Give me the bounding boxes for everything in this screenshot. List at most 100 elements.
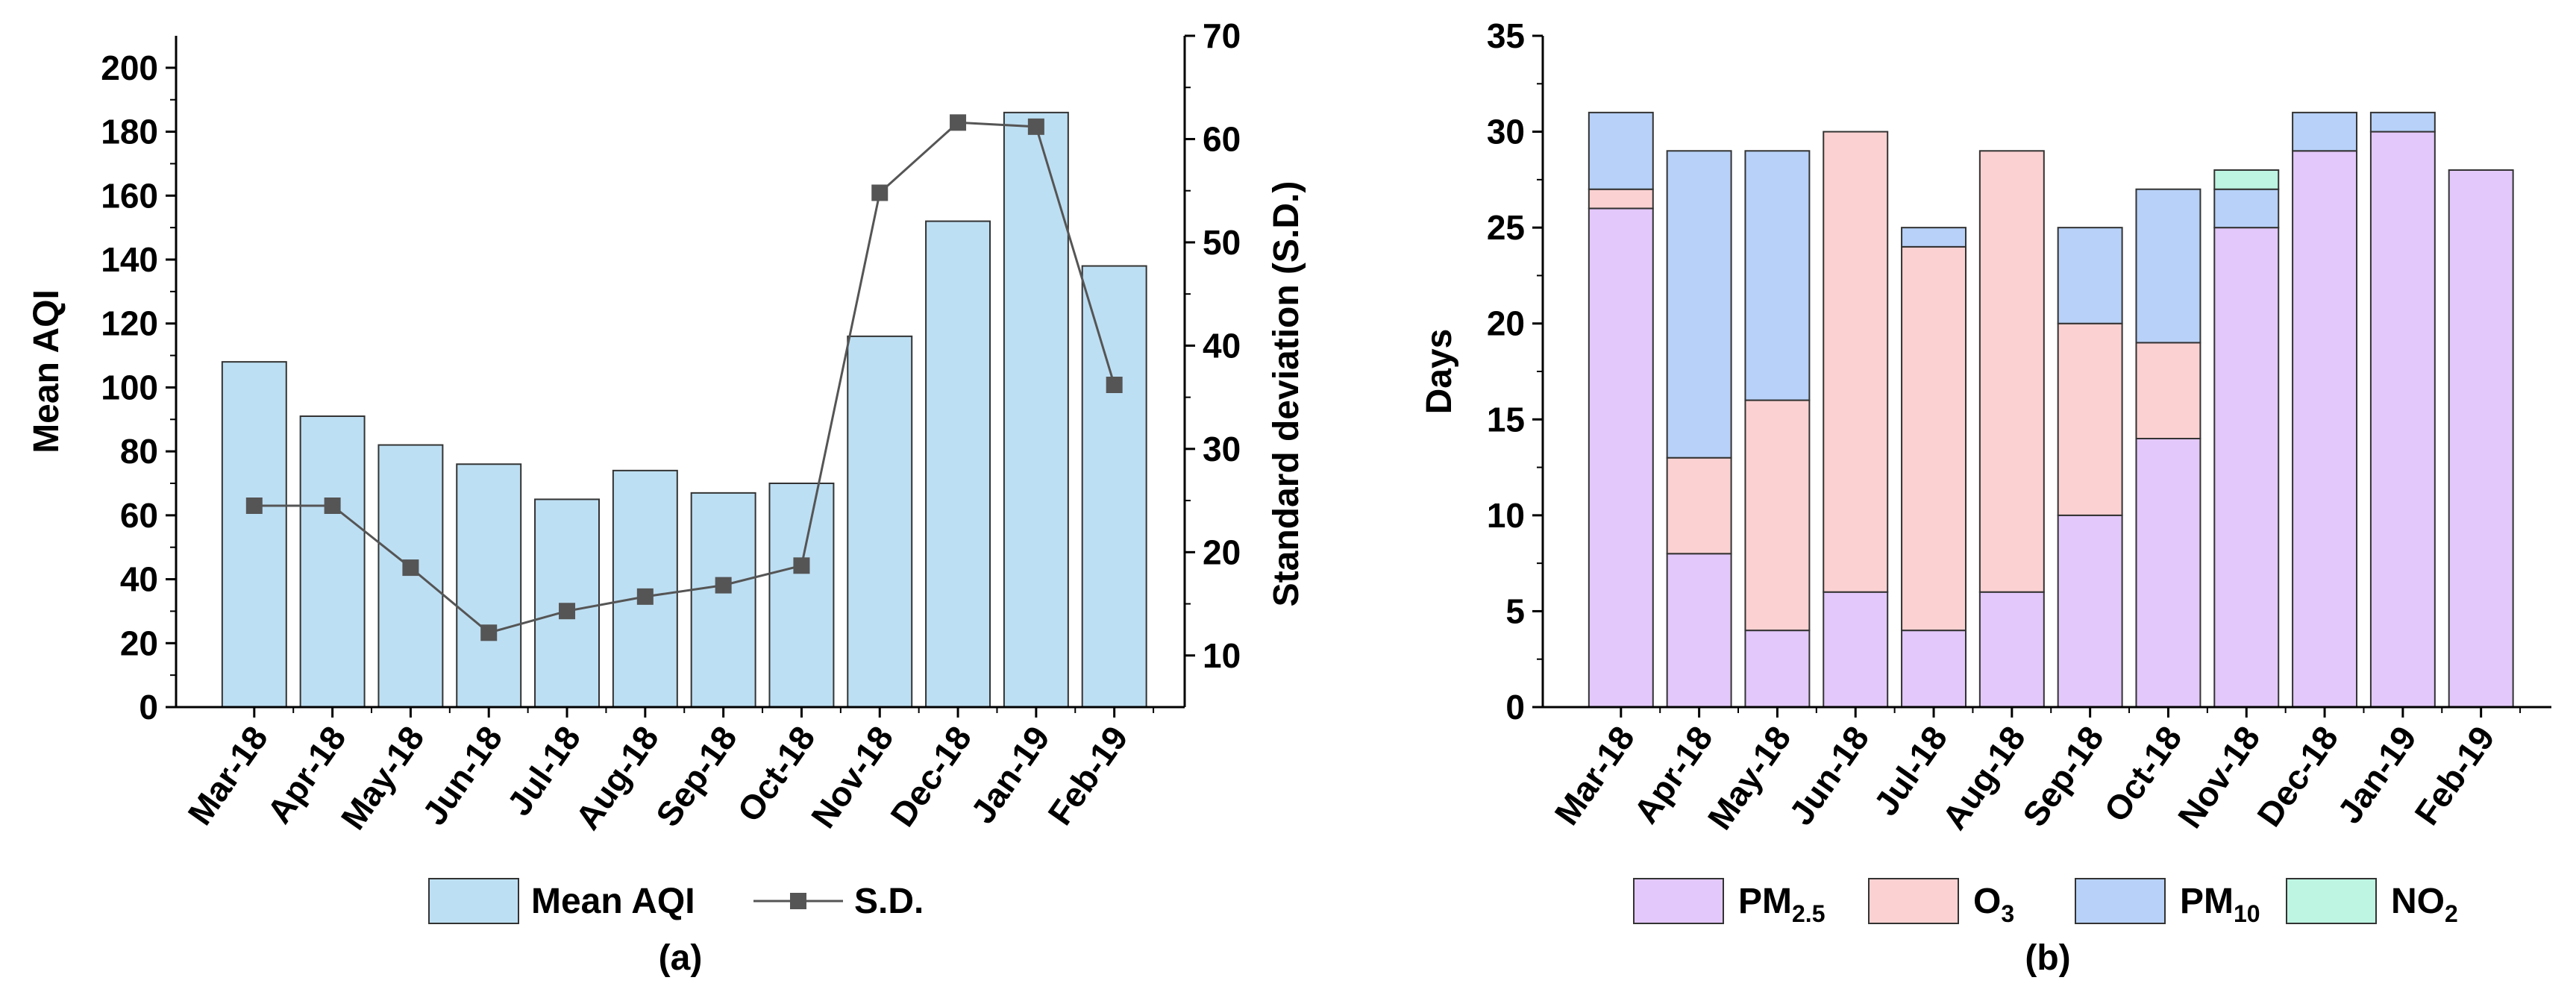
x-tick-label: Dec-18 [883,719,979,833]
legend-swatch-pm10 [2075,878,2166,924]
stacked-bar-segment-o3 [1744,399,1811,632]
panel-label-b: (b) [2025,938,2070,978]
legend-label-sd: S.D. [854,882,924,921]
stacked-bar-segment-pm25 [2292,150,2358,709]
x-tick-label: Nov-18 [2170,719,2268,835]
stacked-bar-segment-no2 [2213,169,2280,190]
stacked-bar-segment-pm10 [1588,111,1654,190]
x-tick-label: Aug-18 [568,719,666,837]
legend-swatch-mean-aqi [428,878,519,924]
x-tick-label: Jun-18 [415,719,510,832]
y-tick-label: 40 [120,560,158,599]
sd-point [245,498,263,514]
y-tick-label: 20 [120,624,158,662]
y-tick-label: 100 [101,368,158,407]
stacked-bar-segment-pm25 [1901,630,1967,709]
sd-point [950,114,967,131]
stacked-bar-segment-pm10 [1901,227,1967,248]
stacked-bar-segment-pm25 [2057,514,2123,708]
stacked-bar-segment-pm10 [2292,111,2358,152]
sd-point [480,624,498,641]
y-axis-title: Days [1420,329,1459,415]
x-tick-label: Feb-19 [2407,719,2502,832]
sd-point [715,577,732,594]
stacked-bar-segment-pm25 [2135,438,2201,708]
x-tick-label: Jun-18 [1781,719,1877,832]
x-tick-label: Jan-19 [963,719,1057,830]
y-right-tick-label: 30 [1203,430,1241,468]
mean-aqi-bar [925,220,991,709]
y-right-tick-label: 20 [1203,533,1241,571]
stacked-bar-segment-o3 [1666,456,1732,555]
stacked-bar-segment-pm25 [1588,207,1654,708]
stacked-bar-segment-o3 [2057,322,2123,516]
sd-point [1027,118,1044,135]
y-right-tick-label: 70 [1203,16,1241,55]
sd-point [1106,377,1123,393]
y-tick-label: 200 [101,48,158,87]
y-right-tick-label: 50 [1203,223,1241,262]
panel-a-mean-aqi-chart: 0 20 40 60 80 100 120 140 160 180 200 10 20 30 40 50 60 7… [27,16,1306,978]
legend-label-mean-aqi: Mean AQI [531,882,695,921]
x-tick-label: Nov-18 [803,719,901,835]
x-tick-label: Mar-18 [180,719,275,832]
y-tick-label: 30 [1487,113,1525,151]
legend-label-pm25: PM2.5 [1738,882,1825,927]
sd-point [324,498,341,514]
panel-label-a: (a) [659,938,703,978]
legend-label-no2: NO2 [2391,882,2458,927]
x-tick-label: Dec-18 [2249,719,2345,833]
stacked-bar-segment-pm10 [2135,188,2201,344]
x-tick-label: May-18 [333,719,432,837]
y-right-tick-label: 10 [1203,636,1241,675]
mean-aqi-bar [690,492,756,708]
stacked-bar-segment-pm10 [2057,227,2123,324]
sd-point [559,603,576,620]
legend-label-o3: O3 [1973,882,2014,927]
legend-label-pm10: PM10 [2180,882,2260,927]
y-right-axis-title: Standard deviation (S.D.) [1267,181,1306,607]
x-tick-label: May-18 [1700,719,1799,837]
mean-aqi-bar [847,335,913,708]
y-tick-label: 180 [101,113,158,151]
mean-aqi-bar [1003,111,1069,709]
x-tick-label: Sep-18 [2015,719,2111,833]
y-tick-label: 140 [101,240,158,279]
stacked-bar-segment-pm25 [2369,131,2436,709]
panel-b-stacked-days-chart: 05101520253035Mar-18Apr-18May-18Jun-18Ju… [1420,16,2551,978]
y-tick-label: 0 [1505,688,1525,726]
legend-swatch-pm25 [1633,878,1724,924]
sd-point [871,184,889,201]
x-tick-label: Feb-19 [1040,719,1135,832]
stacked-bar-segment-pm10 [2213,188,2280,229]
mean-aqi-bar [299,415,366,708]
stacked-bar-segment-o3 [1588,188,1654,210]
legend-swatch-o3 [1868,878,1959,924]
stacked-bar-segment-pm25 [1744,630,1811,709]
y-tick-label: 120 [101,304,158,343]
y-axis-title: Mean AQI [27,289,66,454]
stacked-bar-segment-pm25 [1666,553,1732,708]
legend-swatch-no2 [2286,878,2377,924]
stacked-bar-segment-o3 [2135,342,2201,439]
sd-line [254,121,1116,634]
mean-aqi-bar [768,483,835,708]
y-tick-label: 20 [1487,304,1525,343]
stacked-bar-segment-pm10 [2369,111,2436,133]
mean-aqi-bar [377,444,444,708]
sd-point [636,588,654,605]
stacked-bar-segment-pm25 [2213,227,2280,708]
stacked-bar-segment-o3 [1901,245,1967,632]
y-tick-label: 35 [1487,16,1525,55]
y-tick-label: 10 [1487,496,1525,535]
stacked-bar-segment-pm10 [1744,150,1811,401]
stacked-bar-segment-o3 [1823,131,1889,593]
y-tick-label: 60 [120,496,158,535]
sd-point [402,559,419,577]
stacked-bar-segment-pm10 [1666,150,1732,459]
y-tick-label: 15 [1487,400,1525,439]
stacked-bar-segment-o3 [1978,150,2045,593]
y-right-tick-label: 60 [1203,119,1241,158]
mean-aqi-bar [456,463,522,708]
y-tick-label: 25 [1487,208,1525,247]
